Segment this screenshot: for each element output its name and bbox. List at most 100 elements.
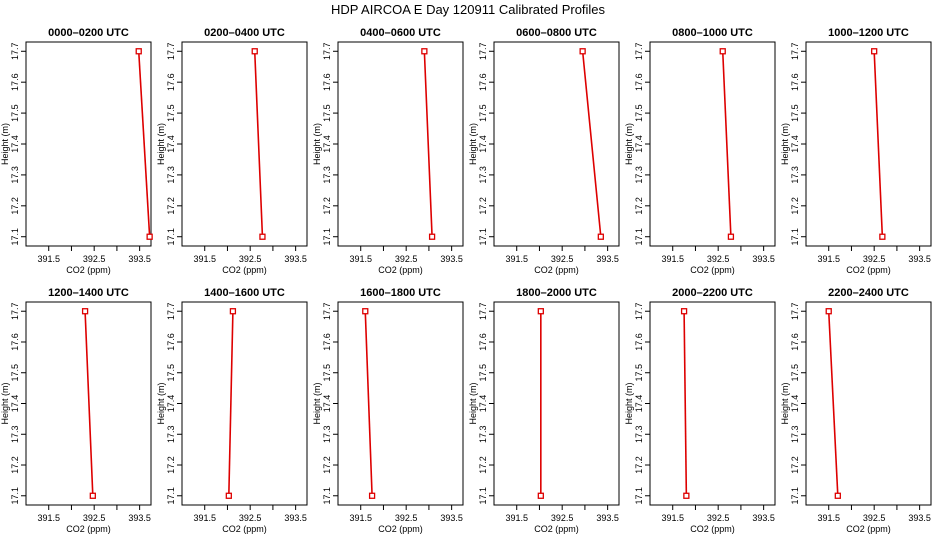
data-point bbox=[879, 233, 886, 240]
y-tick-label: 17.1 bbox=[634, 487, 644, 505]
x-tick-label: 391.5 bbox=[193, 513, 216, 523]
x-tick-label: 391.5 bbox=[37, 513, 60, 523]
y-tick-label: 17.1 bbox=[322, 228, 332, 246]
plot-frame bbox=[805, 301, 932, 506]
x-axis-label: CO2 (ppm) bbox=[222, 265, 267, 275]
y-axis-label: Height (m) bbox=[780, 123, 790, 165]
profile-line bbox=[827, 311, 839, 496]
y-tick-label: 17.7 bbox=[790, 302, 800, 320]
y-tick-label: 17.4 bbox=[790, 135, 800, 153]
y-axis-label: Height (m) bbox=[156, 123, 166, 165]
x-axis-label: CO2 (ppm) bbox=[690, 265, 735, 275]
y-tick-label: 17.6 bbox=[478, 333, 488, 351]
y-tick-label: 17.7 bbox=[478, 302, 488, 320]
y-tick-label: 17.2 bbox=[790, 197, 800, 215]
y-axis-label: Height (m) bbox=[468, 382, 478, 424]
profile-line bbox=[84, 311, 94, 496]
y-tick-label: 17.1 bbox=[478, 487, 488, 505]
data-point bbox=[251, 48, 258, 55]
data-point bbox=[229, 308, 237, 315]
y-tick-label: 17.4 bbox=[166, 395, 176, 413]
profile-panel: 1400–1600 UTC 391.5 392.5 393.5 CO2 (ppm) 17.… bbox=[156, 287, 308, 534]
panel-title: 0200–0400 UTC bbox=[204, 27, 285, 39]
data-point bbox=[825, 308, 832, 315]
data-point bbox=[597, 233, 604, 240]
x-tick-label: 392.5 bbox=[83, 254, 106, 264]
plot-frame bbox=[805, 41, 932, 247]
y-tick-label: 17.5 bbox=[10, 104, 20, 122]
x-axis-label: CO2 (ppm) bbox=[534, 524, 579, 534]
profile-panel: 0000–0200 UTC 391.5 392.5 393.5 CO2 (ppm) 17.… bbox=[0, 27, 153, 275]
y-tick-label: 17.2 bbox=[634, 197, 644, 215]
plot-frame bbox=[649, 41, 776, 247]
y-tick-label: 17.4 bbox=[322, 395, 332, 413]
x-tick-label: 392.5 bbox=[395, 513, 418, 523]
x-tick-label: 392.5 bbox=[395, 254, 418, 264]
x-tick-label: 393.5 bbox=[596, 513, 619, 523]
plot-frame bbox=[493, 301, 620, 506]
x-tick-label: 392.5 bbox=[551, 254, 574, 264]
x-axis-label: CO2 (ppm) bbox=[690, 524, 735, 534]
data-point bbox=[89, 492, 96, 499]
profile-panel: 2000–2200 UTC 391.5 392.5 393.5 CO2 (ppm) 17.… bbox=[624, 287, 776, 534]
data-point bbox=[362, 308, 369, 315]
x-tick-label: 391.5 bbox=[661, 254, 684, 264]
x-tick-label: 393.5 bbox=[284, 513, 307, 523]
y-tick-label: 17.3 bbox=[478, 166, 488, 184]
y-tick-label: 17.6 bbox=[10, 73, 20, 91]
x-axis-label: CO2 (ppm) bbox=[846, 265, 891, 275]
x-tick-label: 391.5 bbox=[661, 513, 684, 523]
panel-title: 0400–0600 UTC bbox=[360, 27, 441, 39]
y-tick-label: 17.6 bbox=[10, 333, 20, 351]
y-tick-label: 17.5 bbox=[166, 364, 176, 382]
profile-line bbox=[364, 311, 373, 496]
y-tick-label: 17.3 bbox=[634, 166, 644, 184]
y-tick-label: 17.5 bbox=[478, 104, 488, 122]
x-tick-label: 393.5 bbox=[284, 254, 307, 264]
x-tick-label: 391.5 bbox=[817, 513, 840, 523]
x-tick-label: 392.5 bbox=[239, 513, 262, 523]
y-axis-label: Height (m) bbox=[312, 123, 322, 165]
data-point bbox=[225, 492, 232, 499]
x-axis-label: CO2 (ppm) bbox=[846, 524, 891, 534]
y-tick-label: 17.3 bbox=[322, 425, 332, 443]
y-tick-label: 17.3 bbox=[322, 166, 332, 184]
profile-panel: 0800–1000 UTC 391.5 392.5 393.5 CO2 (ppm) 17.… bbox=[624, 27, 776, 275]
profile-panel: 0400–0600 UTC 391.5 392.5 393.5 CO2 (ppm) 17.… bbox=[312, 27, 464, 275]
x-tick-label: 393.5 bbox=[752, 513, 775, 523]
data-point bbox=[834, 492, 841, 499]
y-tick-label: 17.5 bbox=[634, 364, 644, 382]
y-tick-label: 17.1 bbox=[10, 487, 20, 505]
y-tick-label: 17.3 bbox=[166, 166, 176, 184]
y-tick-label: 17.7 bbox=[10, 302, 20, 320]
plot-frame bbox=[25, 41, 152, 247]
y-tick-label: 17.7 bbox=[634, 43, 644, 61]
y-tick-label: 17.3 bbox=[166, 425, 176, 443]
data-point bbox=[537, 308, 544, 315]
y-tick-label: 17.3 bbox=[634, 425, 644, 443]
data-point bbox=[727, 233, 735, 240]
y-tick-label: 17.1 bbox=[166, 228, 176, 246]
y-tick-label: 17.6 bbox=[166, 73, 176, 91]
y-tick-label: 17.6 bbox=[634, 73, 644, 91]
profile-panel: 1000–1200 UTC 391.5 392.5 393.5 CO2 (ppm) 17.… bbox=[780, 27, 932, 275]
data-point bbox=[135, 48, 142, 55]
profile-line bbox=[873, 51, 884, 237]
y-tick-label: 17.5 bbox=[322, 364, 332, 382]
y-tick-label: 17.4 bbox=[790, 395, 800, 413]
y-axis-label: Height (m) bbox=[0, 382, 10, 424]
x-tick-label: 392.5 bbox=[551, 513, 574, 523]
y-tick-label: 17.2 bbox=[10, 456, 20, 474]
y-tick-label: 17.2 bbox=[790, 456, 800, 474]
y-tick-label: 17.6 bbox=[322, 333, 332, 351]
plot-frame bbox=[181, 301, 308, 506]
profile-line bbox=[423, 51, 433, 237]
y-tick-label: 17.5 bbox=[166, 104, 176, 122]
data-point bbox=[81, 308, 89, 315]
y-tick-label: 17.5 bbox=[790, 104, 800, 122]
x-tick-label: 393.5 bbox=[440, 513, 463, 523]
profile-line bbox=[721, 51, 732, 237]
x-axis-label: CO2 (ppm) bbox=[534, 265, 579, 275]
y-tick-label: 17.2 bbox=[478, 197, 488, 215]
y-tick-label: 17.6 bbox=[322, 73, 332, 91]
